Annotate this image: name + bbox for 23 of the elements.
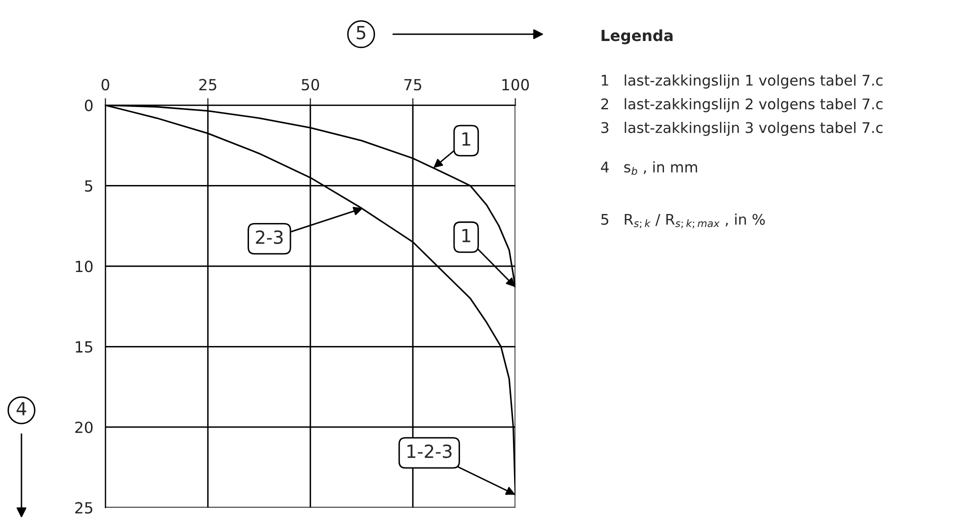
annotation: 1 xyxy=(462,132,470,146)
x-tick-label: 50 xyxy=(302,78,320,90)
y-axis-title: 4 xyxy=(16,402,26,416)
text: 5 R$_{s;k}$ / R$_{s;k;max}$ , in % xyxy=(601,214,765,228)
y-tick-label: 20 xyxy=(75,422,93,434)
annotation: 1-2-3 xyxy=(407,444,452,458)
text: 2 last-zakkingslijn 2 volgens tabel 7.c xyxy=(601,98,882,112)
y-tick-label: 0 xyxy=(84,100,93,112)
text: Legenda xyxy=(602,29,673,44)
x-tick-label: 25 xyxy=(199,78,216,90)
annotation: 1 xyxy=(462,229,470,242)
text: 3 last-zakkingslijn 3 volgens tabel 7.c xyxy=(601,122,882,136)
x-tick-label: 100 xyxy=(502,78,529,90)
y-tick-label: 15 xyxy=(76,341,92,353)
x-axis-title: 5 xyxy=(356,26,366,40)
x-tick-label: 75 xyxy=(404,79,422,90)
y-tick-label: 25 xyxy=(75,502,92,514)
annotation: 2-3 xyxy=(256,230,283,244)
y-tick-label: 10 xyxy=(76,260,93,272)
text: 1 last-zakkingslijn 1 volgens tabel 7.c xyxy=(602,74,882,89)
y-tick-label: 5 xyxy=(85,180,92,192)
text: 4 s$_{b}$ , in mm xyxy=(600,161,698,175)
x-tick-label: 0 xyxy=(102,78,110,90)
